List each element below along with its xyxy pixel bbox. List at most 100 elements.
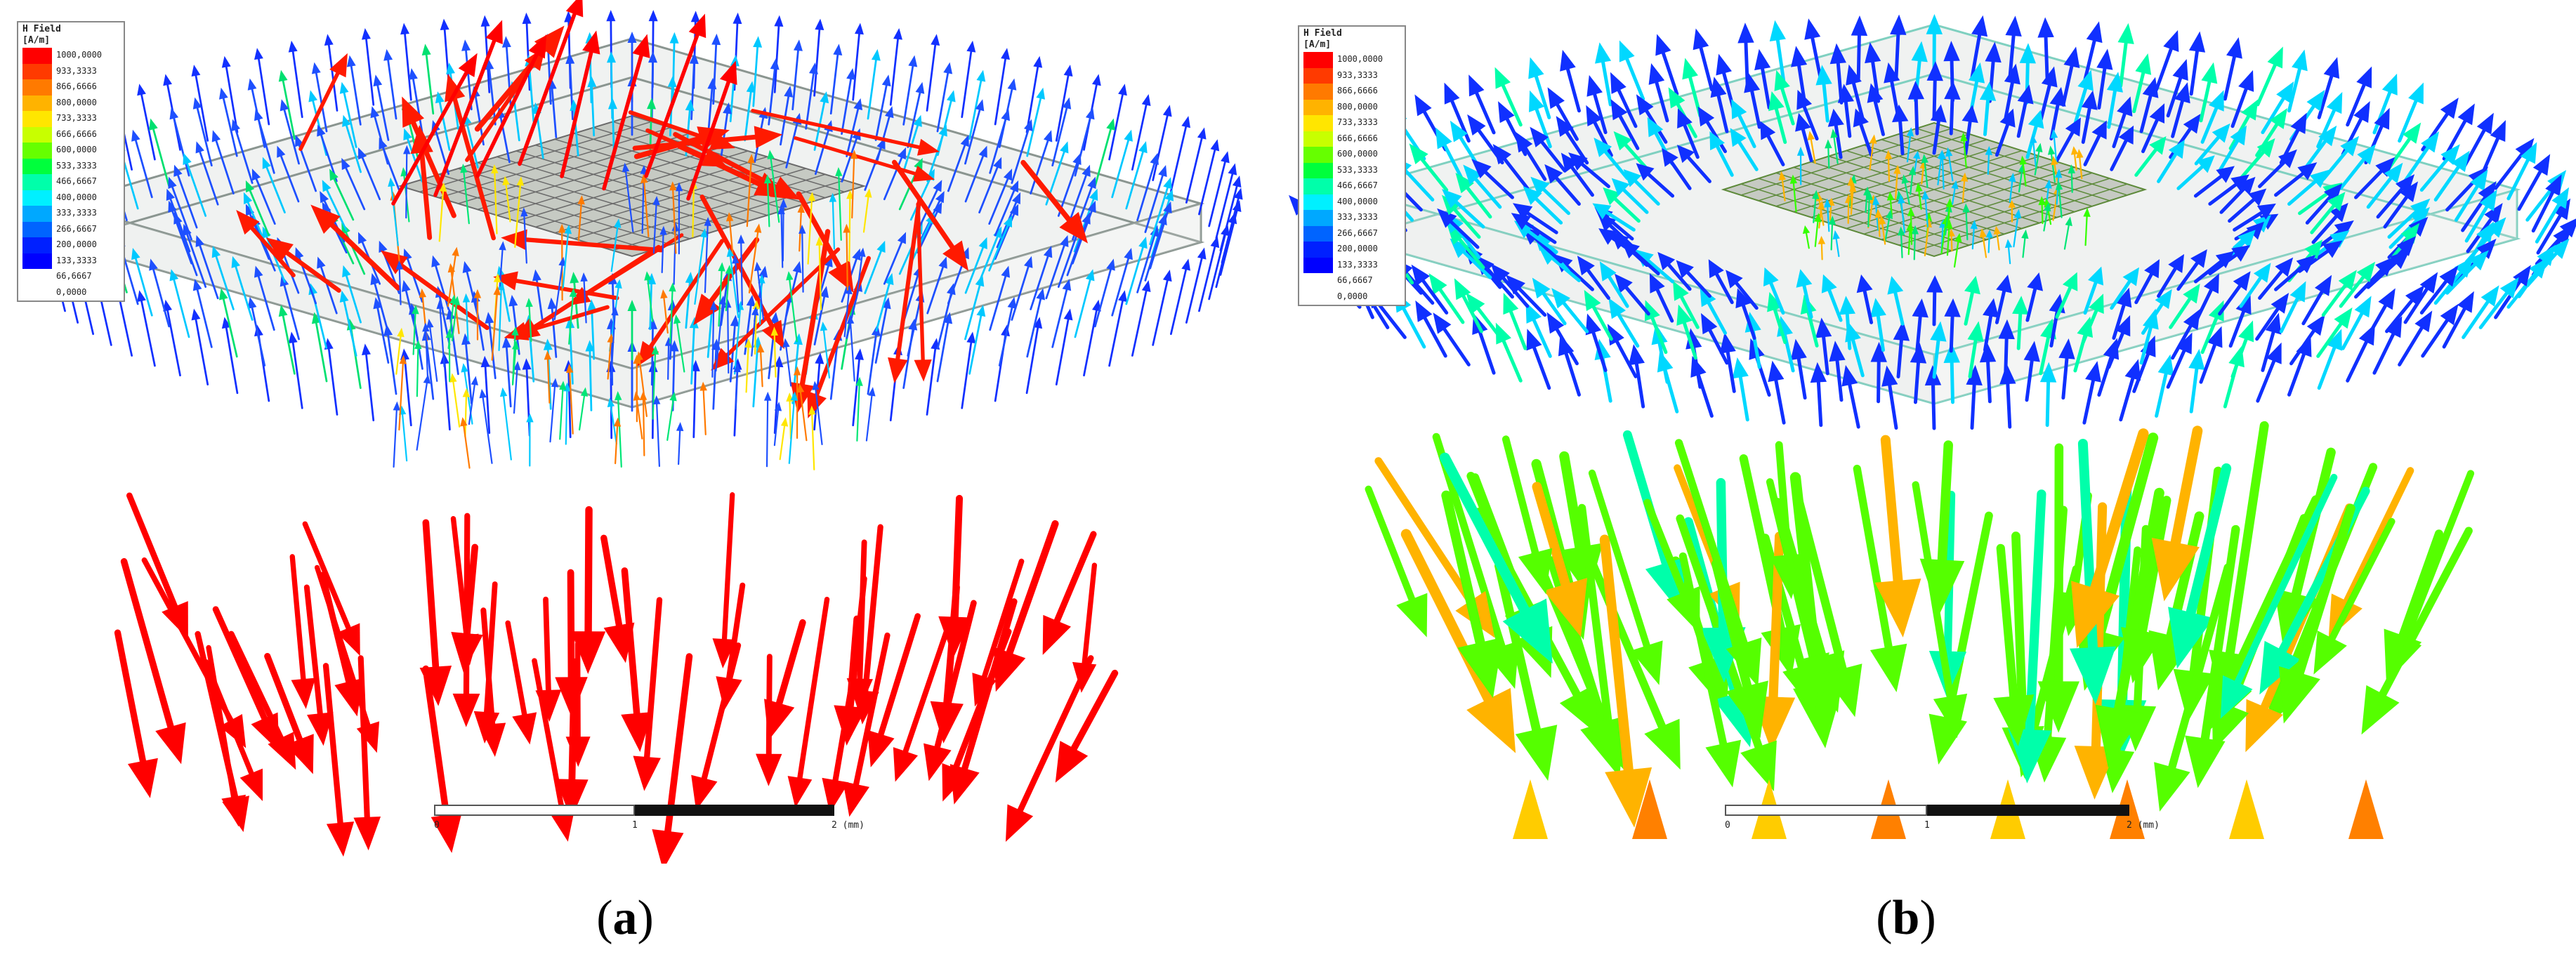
- center-field-arrow: [2013, 209, 2022, 248]
- legend-row: 133,3333: [22, 253, 124, 269]
- legend-row: 600,0000: [22, 143, 124, 159]
- inner-field-arrow: [799, 224, 806, 293]
- green-field-arrow: [2151, 425, 2203, 602]
- blue-field-arrow: [1532, 277, 1567, 326]
- blue-field-arrow: [1628, 344, 1645, 409]
- red-field-arrow: [422, 665, 462, 853]
- blue-field-arrow: [431, 255, 450, 310]
- blue-field-arrow: [1025, 55, 1043, 133]
- inner-field-arrow: [829, 192, 837, 250]
- inner-field-arrow: [812, 381, 823, 446]
- blue-field-arrow: [1441, 189, 1485, 229]
- blue-field-arrow: [2339, 144, 2376, 190]
- blue-field-arrow: [277, 145, 300, 203]
- blue-field-arrow: [1435, 127, 1465, 183]
- blue-field-arrow: [2016, 84, 2034, 138]
- blue-field-arrow: [2366, 249, 2410, 289]
- blue-field-arrow: [191, 308, 209, 386]
- inner-field-arrow: [525, 298, 533, 343]
- inner-field-arrow: [675, 182, 683, 255]
- blue-field-arrow: [191, 65, 209, 142]
- blue-field-arrow: [1662, 147, 1692, 190]
- blue-field-arrow: [1468, 74, 1496, 135]
- blue-field-arrow: [1506, 275, 1547, 317]
- blue-field-arrow: [168, 176, 192, 241]
- center-field-arrow: [1832, 230, 1840, 258]
- inner-field-arrow: [666, 391, 677, 441]
- blue-field-arrow: [1547, 87, 1579, 141]
- red-field-arrow: [1005, 655, 1094, 843]
- red-swirl-arrow: [914, 202, 932, 382]
- green-field-arrow: [2185, 524, 2240, 788]
- blue-field-arrow: [254, 109, 275, 174]
- red-field-arrow: [787, 596, 830, 808]
- blue-field-arrow: [1846, 64, 1865, 121]
- blue-field-arrow: [1967, 321, 1984, 378]
- inner-field-arrow: [651, 345, 659, 420]
- blue-field-arrow: [2289, 314, 2325, 366]
- red-field-arrow: [602, 34, 650, 191]
- legend-swatch: [1303, 52, 1333, 68]
- inner-field-arrow: [499, 241, 506, 287]
- inner-field-arrow: [395, 327, 405, 375]
- blue-field-arrow: [2239, 138, 2275, 180]
- red-field-arrow: [930, 583, 964, 744]
- red-field-arrow: [570, 506, 606, 674]
- blue-field-arrow: [994, 324, 1010, 402]
- blue-field-arrow: [2199, 62, 2218, 123]
- red-field-arrow: [433, 20, 503, 197]
- center-field-arrow: [1962, 203, 1970, 241]
- scale-label-1: 1: [1924, 820, 1930, 831]
- inner-field-arrow: [726, 247, 740, 319]
- blue-field-arrow: [968, 305, 986, 375]
- red-swirl-arrow: [380, 250, 489, 331]
- center-field-arrow: [2063, 216, 2072, 250]
- blue-field-arrow: [1763, 267, 1785, 315]
- blue-field-arrow: [278, 305, 296, 375]
- blue-field-arrow: [1593, 138, 1629, 180]
- red-field-arrow: [686, 60, 737, 201]
- inner-field-arrow: [782, 338, 792, 387]
- inner-field-arrow: [763, 391, 772, 468]
- legend-value: 866,6666: [56, 81, 97, 91]
- blue-field-arrow: [2171, 309, 2200, 360]
- blue-field-arrow: [342, 114, 362, 173]
- legend-value: 200,0000: [1337, 244, 1378, 253]
- inner-field-arrow: [479, 388, 493, 464]
- blue-field-arrow: [166, 188, 191, 253]
- inner-field-arrow: [715, 295, 726, 372]
- scale-bar-segment-black: [1927, 805, 2129, 816]
- blue-field-arrow: [1466, 292, 1504, 342]
- green-field-arrow: [2121, 496, 2171, 684]
- blue-field-arrow: [1152, 105, 1172, 182]
- blue-field-arrow: [1490, 263, 1530, 308]
- red-swirl-arrow: [310, 204, 401, 291]
- red-field-arrow: [644, 13, 707, 178]
- blue-field-arrow: [1433, 312, 1471, 367]
- legend-value: 133,3333: [1337, 259, 1378, 270]
- blue-field-arrow: [2166, 58, 2188, 118]
- blue-field-arrow: [1415, 300, 1447, 358]
- blue-field-arrow: [1676, 145, 1711, 183]
- blue-field-arrow: [2255, 107, 2287, 157]
- blue-field-arrow: [994, 48, 1010, 126]
- red-field-arrow: [535, 596, 562, 722]
- blue-field-arrow: [288, 331, 303, 409]
- blue-field-arrow: [2462, 285, 2499, 339]
- inner-field-arrow: [422, 322, 430, 379]
- blue-field-arrow: [1893, 320, 1910, 378]
- green-field-arrow: [1441, 490, 1503, 699]
- blue-field-arrow: [780, 85, 794, 146]
- red-field-arrow: [203, 659, 263, 801]
- blue-field-arrow: [1026, 288, 1046, 358]
- legend-row: 733,3333: [22, 111, 124, 127]
- center-field-arrow: [1830, 128, 1839, 164]
- center-field-arrow: [1884, 150, 1893, 183]
- blue-field-arrow: [1125, 237, 1148, 305]
- blue-field-arrow: [964, 145, 987, 203]
- center-field-arrow: [1879, 215, 1886, 245]
- legend-row: 733,3333: [1303, 115, 1405, 131]
- green-field-arrow: [2278, 503, 2355, 724]
- blue-field-arrow: [2261, 312, 2282, 372]
- red-swirl-arrow: [892, 159, 969, 271]
